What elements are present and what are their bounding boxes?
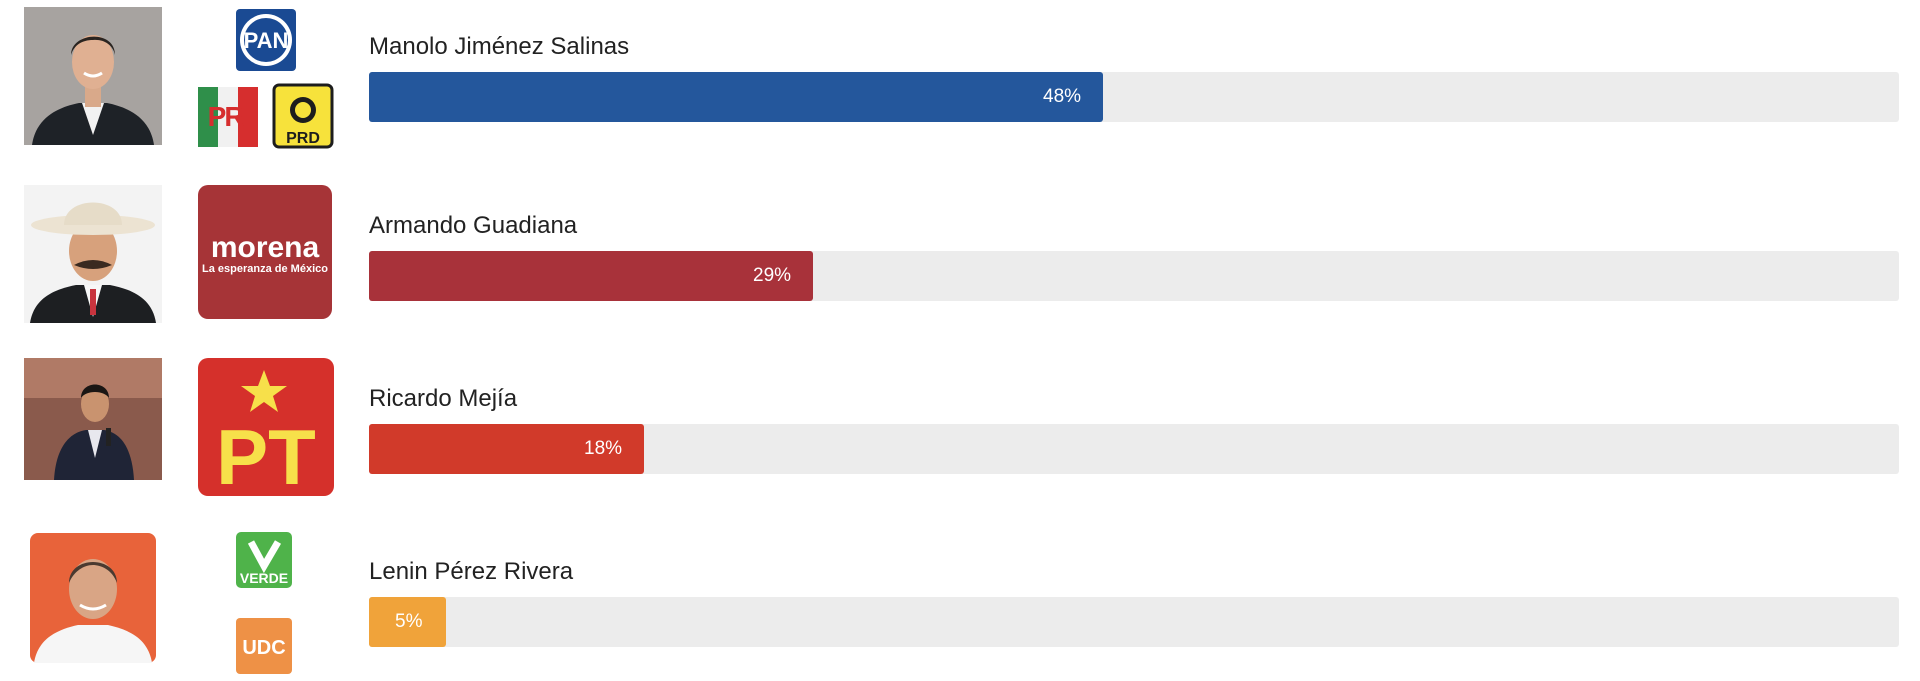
bar-track: 18%	[369, 424, 1899, 474]
candidate-name: Armando Guadiana	[369, 212, 578, 239]
morena-logo-text: morena	[211, 231, 320, 264]
prd-logo: PRD	[272, 83, 334, 149]
bar-value-label: 5%	[395, 611, 423, 632]
bar-fill	[369, 424, 644, 474]
bar-fill	[369, 72, 1103, 122]
party-logos: PT	[196, 358, 336, 501]
udc-logo: UDC	[236, 618, 292, 674]
candidate-photo	[24, 7, 162, 145]
prd-logo-text: PRD	[286, 130, 320, 147]
pri-logo-text: PRI	[208, 101, 249, 132]
verde-logo: VERDE	[236, 532, 292, 588]
candidate-name: Lenin Pérez Rivera	[369, 558, 574, 585]
party-logos: morena La esperanza de México	[196, 185, 336, 325]
bar-value-label: 18%	[584, 438, 623, 459]
bar-value-label: 48%	[1043, 86, 1082, 107]
candidate-photo	[24, 358, 162, 480]
party-logos: VERDE UDC	[196, 530, 336, 674]
pan-logo-text: PAN	[244, 28, 289, 53]
bar-track: 5%	[369, 597, 1899, 647]
bar-track: 29%	[369, 251, 1899, 301]
pt-logo: PT	[198, 358, 334, 501]
candidate-name: Manolo Jiménez Salinas	[369, 33, 630, 60]
candidate-name: Ricardo Mejía	[369, 385, 518, 412]
udc-logo-text: UDC	[242, 637, 285, 659]
party-logos: PAN PRI PRD	[196, 7, 336, 149]
pri-logo: PRI	[198, 87, 258, 147]
pan-logo: PAN	[236, 9, 296, 71]
candidate-photo	[24, 533, 162, 663]
pt-logo-text: PT	[216, 413, 316, 498]
morena-logo: morena La esperanza de México	[198, 185, 332, 319]
candidate-photo	[24, 185, 162, 323]
bar-fill	[369, 597, 446, 647]
bar-track: 48%	[369, 72, 1899, 122]
morena-logo-subtext: La esperanza de México	[202, 263, 328, 275]
verde-logo-text: VERDE	[240, 570, 288, 586]
bar-value-label: 29%	[753, 265, 792, 286]
bar-fill	[369, 251, 813, 301]
